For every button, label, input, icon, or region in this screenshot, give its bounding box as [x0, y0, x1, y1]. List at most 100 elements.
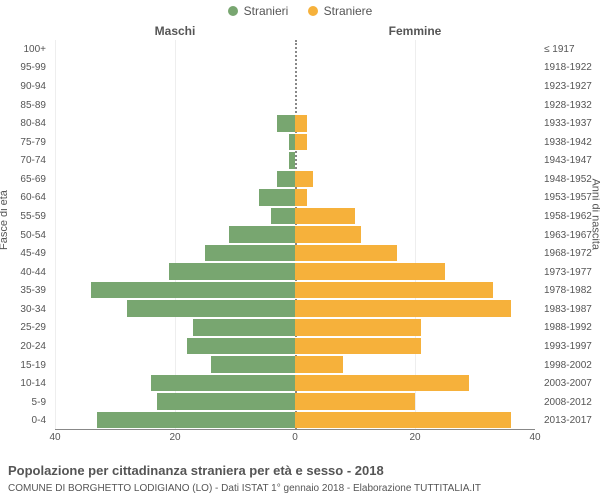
axis-label-birth: Anni di nascita: [590, 178, 600, 250]
bar-male: [187, 338, 295, 355]
x-axis: 402002040: [55, 432, 535, 448]
column-headers: Maschi Femmine: [55, 24, 535, 38]
x-tick: 40: [529, 432, 540, 443]
y-tick-age: 90-94: [0, 77, 50, 96]
y-tick-birth: 1933-1937: [540, 114, 600, 133]
bar-male: [169, 263, 295, 280]
y-tick-birth: 1988-1992: [540, 319, 600, 338]
chart-row: [55, 77, 535, 96]
chart-row: [55, 281, 535, 300]
bar-male: [277, 115, 295, 132]
y-tick-age: 100+: [0, 40, 50, 59]
y-tick-birth: 1928-1932: [540, 96, 600, 115]
bar-female: [295, 171, 313, 188]
legend: Stranieri Straniere: [0, 4, 600, 19]
chart-row: [55, 411, 535, 430]
column-header-male: Maschi: [55, 24, 295, 38]
bar-female: [295, 263, 445, 280]
chart-title: Popolazione per cittadinanza straniera p…: [8, 463, 592, 478]
chart-rows: [55, 40, 535, 429]
chart-row: [55, 299, 535, 318]
legend-dot-female: [308, 6, 318, 16]
y-tick-age: 65-69: [0, 170, 50, 189]
x-tick: 20: [169, 432, 180, 443]
bar-male: [271, 208, 295, 225]
chart-row: [55, 262, 535, 281]
x-tick: 40: [49, 432, 60, 443]
y-tick-age: 15-19: [0, 356, 50, 375]
y-tick-age: 5-9: [0, 393, 50, 412]
chart-row: [55, 59, 535, 78]
bar-male: [229, 226, 295, 243]
chart-row: [55, 170, 535, 189]
bar-female: [295, 412, 511, 429]
y-tick-age: 10-14: [0, 374, 50, 393]
y-tick-birth: 2008-2012: [540, 393, 600, 412]
bar-female: [295, 393, 415, 410]
x-tick: 0: [292, 432, 298, 443]
x-tick: 20: [409, 432, 420, 443]
bar-male: [91, 282, 295, 299]
bar-female: [295, 245, 397, 262]
bar-female: [295, 189, 307, 206]
chart-row: [55, 225, 535, 244]
y-tick-birth: 1923-1927: [540, 77, 600, 96]
axis-label-age: Fasce di età: [0, 190, 10, 250]
chart-area: [55, 40, 535, 430]
bar-female: [295, 208, 355, 225]
y-tick-age: 40-44: [0, 263, 50, 282]
y-tick-birth: 1943-1947: [540, 151, 600, 170]
bar-male: [193, 319, 295, 336]
bar-female: [295, 282, 493, 299]
chart-subtitle: COMUNE DI BORGHETTO LODIGIANO (LO) - Dat…: [8, 483, 592, 494]
y-tick-birth: 2003-2007: [540, 374, 600, 393]
y-tick-birth: 1973-1977: [540, 263, 600, 282]
bar-female: [295, 319, 421, 336]
bar-female: [295, 356, 343, 373]
bar-female: [295, 338, 421, 355]
y-tick-age: 95-99: [0, 59, 50, 78]
bar-male: [259, 189, 295, 206]
bar-male: [211, 356, 295, 373]
y-tick-birth: 1993-1997: [540, 337, 600, 356]
y-tick-age: 25-29: [0, 319, 50, 338]
y-tick-age: 70-74: [0, 151, 50, 170]
chart-row: [55, 114, 535, 133]
bar-male: [127, 300, 295, 317]
bar-female: [295, 134, 307, 151]
legend-dot-male: [228, 6, 238, 16]
chart-row: [55, 337, 535, 356]
y-tick-birth: ≤ 1917: [540, 40, 600, 59]
y-tick-age: 0-4: [0, 412, 50, 431]
chart-row: [55, 96, 535, 115]
y-tick-birth: 1978-1982: [540, 282, 600, 301]
chart-row: [55, 318, 535, 337]
bar-female: [295, 226, 361, 243]
column-header-female: Femmine: [295, 24, 535, 38]
chart-row: [55, 374, 535, 393]
bar-male: [205, 245, 295, 262]
chart-row: [55, 133, 535, 152]
bar-female: [295, 300, 511, 317]
y-tick-age: 80-84: [0, 114, 50, 133]
y-tick-age: 20-24: [0, 337, 50, 356]
chart-row: [55, 40, 535, 59]
bar-female: [295, 375, 469, 392]
chart-row: [55, 151, 535, 170]
y-tick-age: 85-89: [0, 96, 50, 115]
chart-row: [55, 355, 535, 374]
y-tick-age: 75-79: [0, 133, 50, 152]
legend-item-male: Stranieri: [228, 4, 289, 18]
bar-male: [277, 171, 295, 188]
y-tick-birth: 1998-2002: [540, 356, 600, 375]
y-tick-birth: 2013-2017: [540, 412, 600, 431]
bar-male: [97, 412, 295, 429]
bar-female: [295, 115, 307, 132]
legend-label-female: Straniere: [324, 4, 373, 18]
y-tick-age: 30-34: [0, 300, 50, 319]
chart-row: [55, 244, 535, 263]
chart-row: [55, 207, 535, 226]
legend-item-female: Straniere: [308, 4, 373, 18]
bar-male: [289, 152, 295, 169]
y-tick-birth: 1983-1987: [540, 300, 600, 319]
